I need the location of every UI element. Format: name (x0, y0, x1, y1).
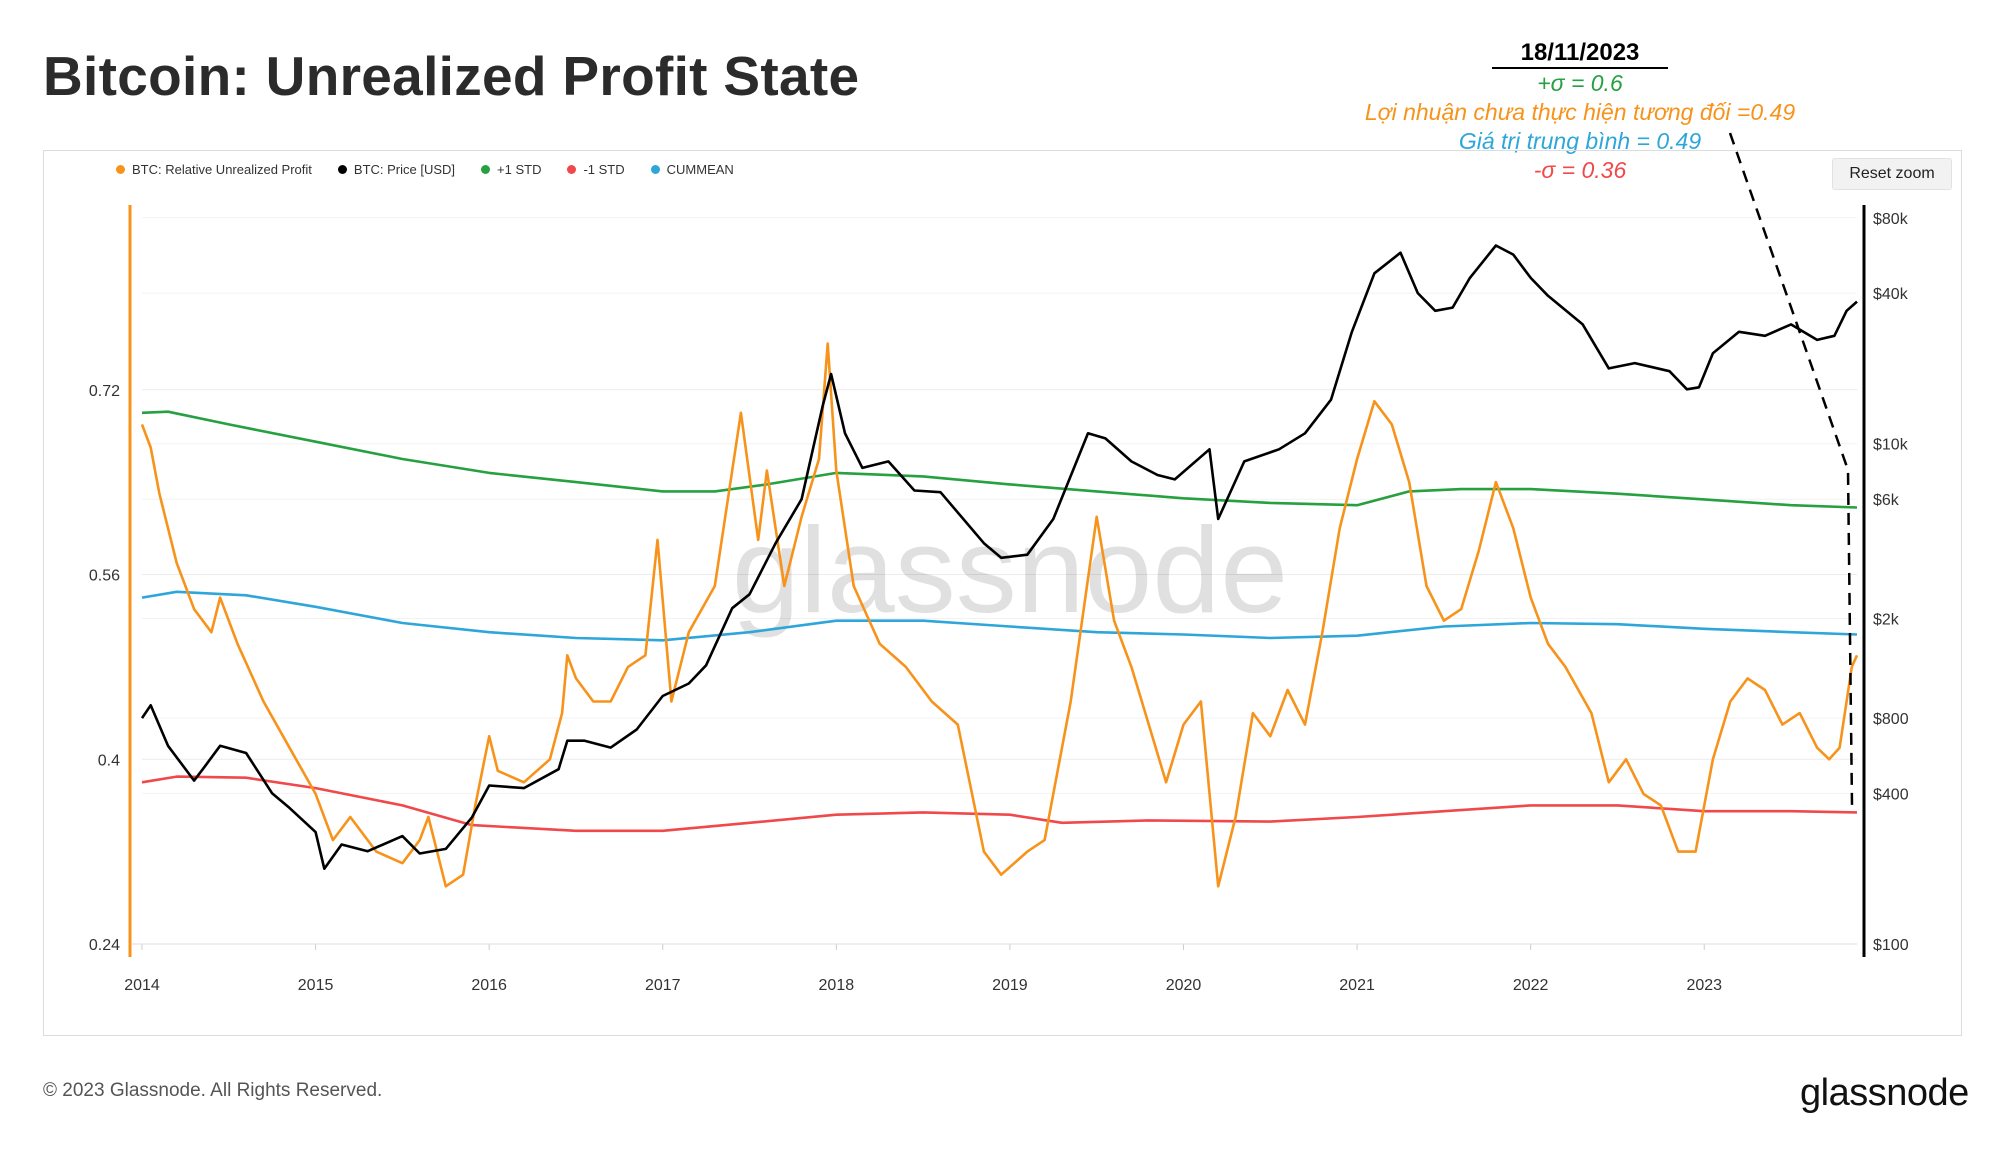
x-tick-label: 2018 (819, 977, 855, 994)
x-tick-label: 2021 (1339, 977, 1375, 994)
y-left-tick-label: 0.56 (89, 568, 120, 585)
footer-copyright: © 2023 Glassnode. All Rights Reserved. (43, 1080, 383, 1101)
legend-label: BTC: Relative Unrealized Profit (132, 162, 312, 177)
y-right-tick-label: $2k (1873, 612, 1900, 629)
y-right-tick-label: $10k (1873, 437, 1909, 454)
legend-item[interactable]: +1 STD (481, 162, 541, 177)
legend-label: +1 STD (497, 162, 542, 177)
legend-dot-icon (116, 165, 125, 174)
y-right-tick-label: $800 (1873, 711, 1909, 728)
x-tick-label: 2015 (298, 977, 334, 994)
y-left-tick-label: 0.24 (89, 937, 120, 954)
watermark-logo: glassnode (732, 502, 1288, 638)
legend-dot-icon (567, 165, 577, 174)
x-tick-label: 2016 (471, 977, 507, 994)
page-title: Bitcoin: Unrealized Profit State (43, 45, 860, 107)
annotation-minus-sigma: -σ = 0.36 (1533, 157, 1627, 183)
legend-item[interactable]: CUMMEAN (650, 162, 734, 177)
reset-zoom-button[interactable]: Reset zoom (1832, 158, 1952, 190)
axes-group: 0.24 0.4 0.56 0.72 $100 $400 $800 $2k $6k $10k $40… (89, 205, 1909, 994)
chart-panel (43, 150, 1962, 1036)
chart-legend: BTC: Relative Unrealized Profit BTC: Pric… (116, 162, 734, 177)
y-right-tick-label: $80k (1873, 211, 1909, 228)
y-right-tick-label: $40k (1873, 286, 1909, 303)
series-line-1-std (141, 775, 1858, 833)
x-tick-label: 2020 (1166, 977, 1202, 994)
legend-item[interactable]: -1 STD (567, 162, 625, 177)
y-right-tick-label: $6k (1873, 492, 1900, 509)
legend-dot-icon (650, 165, 660, 174)
legend-item[interactable]: BTC: Price [USD] (337, 162, 456, 177)
annotation-pointer (1728, 132, 1854, 806)
annotation-dashed-line (1728, 132, 1854, 806)
legend-label: CUMMEAN (666, 162, 734, 177)
legend-dot-icon (337, 165, 347, 174)
annotation-relative-profit: Lợi nhuận chưa thực hiện tương đối =0.49 (1364, 99, 1796, 125)
x-tick-label: 2019 (992, 977, 1028, 994)
annotation-box: 18/11/2023 +σ = 0.6 Lợi nhuận chưa thực … (1330, 38, 1830, 185)
x-tick-label: 2023 (1686, 977, 1722, 994)
annotation-mean: Giá trị trung bình = 0.49 (1458, 128, 1702, 154)
y-right-tick-label: $100 (1873, 937, 1909, 954)
x-tick-label: 2022 (1513, 977, 1549, 994)
y-right-tick-label: $400 (1873, 786, 1909, 803)
annotation-date-underline (1492, 67, 1668, 69)
legend-label: -1 STD (583, 162, 625, 177)
legend-label: BTC: Price [USD] (353, 162, 456, 177)
series-group (140, 244, 1859, 888)
series-line-1-std (141, 410, 1858, 509)
series-line-btc-price-usd (140, 244, 1858, 870)
legend-dot-icon (481, 165, 491, 174)
annotation-plus-sigma: +σ = 0.6 (1537, 70, 1623, 96)
series-line-cummean (141, 590, 1858, 642)
x-tick-label: 2014 (124, 977, 160, 994)
footer-brand-logo: glassnode (1800, 1072, 1969, 1114)
legend-item[interactable]: BTC: Relative Unrealized Profit (116, 162, 312, 177)
x-tick-label: 2017 (645, 977, 681, 994)
y-left-tick-label: 0.4 (98, 752, 120, 769)
y-left-tick-label: 0.72 (89, 383, 120, 400)
annotation-date: 18/11/2023 (1520, 39, 1640, 66)
